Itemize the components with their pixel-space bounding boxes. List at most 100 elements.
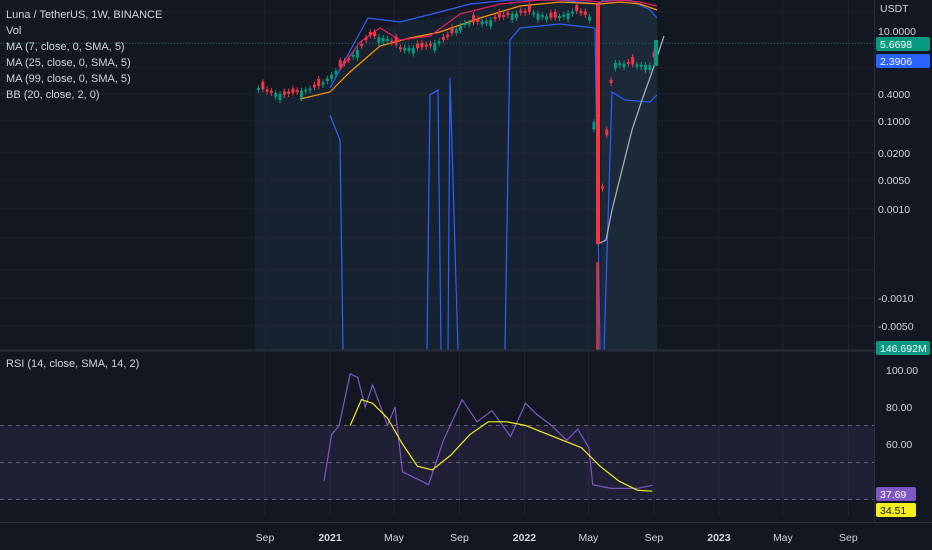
candle-body [510, 13, 514, 21]
candle-body [536, 13, 540, 20]
candle-body [523, 10, 527, 13]
candle-body [437, 41, 441, 44]
candle-body [618, 63, 622, 66]
y-tick-label: 0.0010 [878, 204, 910, 216]
price-label-box [876, 341, 930, 355]
candle-body [519, 10, 523, 13]
candle-body [527, 5, 531, 12]
rsi-y-tick-label: 80.00 [886, 402, 912, 414]
candle-body [553, 11, 557, 18]
candle-body [287, 91, 291, 94]
candle-body [592, 122, 596, 130]
rsi-value-label: 37.69 [880, 489, 906, 501]
candle-body [360, 43, 364, 46]
indicator-ma99[interactable]: MA (99, close, 0, SMA, 5) [6, 73, 131, 85]
candle-body [347, 58, 351, 61]
candle-body [613, 62, 617, 69]
candle-body [583, 11, 587, 15]
y-tick-label: 0.0200 [878, 148, 910, 160]
crash-volume [596, 262, 599, 350]
candle-body [549, 12, 553, 18]
candle-body [338, 60, 342, 68]
candle-body [450, 26, 454, 34]
y-tick-label: 0.4000 [878, 89, 910, 101]
bb-lower [329, 23, 658, 351]
candle-body [269, 90, 273, 93]
candle-body [446, 34, 450, 37]
price-label-box [876, 54, 930, 68]
y-tick-label: 0.1000 [878, 116, 910, 128]
candle-body [291, 88, 295, 93]
rsi-y-tick-label: 60.00 [886, 439, 912, 451]
candle-body [566, 13, 570, 20]
candle-body [407, 47, 411, 51]
candle-body [484, 21, 488, 24]
candle-body [317, 78, 321, 87]
bollinger-bands [255, 0, 658, 351]
x-tick-label: Sep [450, 532, 469, 544]
x-tick-label: May [384, 532, 405, 544]
ma-7 [597, 35, 665, 245]
candle-body [403, 47, 407, 51]
indicator-ma25[interactable]: MA (25, close, 0, SMA, 5) [6, 57, 131, 69]
last-candle [654, 40, 658, 66]
candle-body [463, 22, 467, 25]
candle-body [562, 14, 566, 17]
candle-body [459, 25, 463, 31]
indicator-bb[interactable]: BB (20, close, 2, 0) [6, 89, 100, 101]
candle-body [394, 36, 398, 45]
candle-body [343, 60, 347, 64]
candle-body [476, 18, 480, 22]
candle-body [639, 64, 643, 67]
candle-body [377, 37, 381, 44]
indicator-ma7[interactable]: MA (7, close, 0, SMA, 5) [6, 41, 125, 53]
candle-body [605, 129, 609, 136]
indicator-vol[interactable]: Vol [6, 25, 22, 37]
rsi-value-box [876, 503, 916, 517]
price-label-box [876, 37, 930, 51]
candle-body [334, 71, 338, 75]
candle-body [601, 186, 605, 189]
candle-body [373, 31, 377, 37]
candle-body [631, 56, 635, 65]
ma-99 [339, 0, 658, 71]
rsi-line [323, 372, 653, 489]
x-tick-label: Sep [839, 532, 858, 544]
currency-label: USDT [880, 3, 909, 15]
candle-body [622, 63, 626, 68]
candle-body [648, 65, 652, 70]
candle-body [390, 40, 394, 43]
candle-body [467, 22, 471, 25]
x-tick-label: May [773, 532, 794, 544]
candle-body [265, 89, 269, 92]
candle-body [411, 48, 415, 54]
y-tick-label: -0.0050 [878, 321, 914, 333]
candle-body [300, 90, 304, 99]
candle-body [635, 64, 639, 67]
crash-candle [596, 4, 600, 244]
candle-body [588, 16, 592, 21]
bb-fill-right [600, 2, 657, 350]
chart-title[interactable]: Luna / TetherUS, 1W, BINANCE [6, 9, 163, 21]
y-tick-label: 10.0000 [878, 26, 916, 38]
x-tick-label: May [578, 532, 599, 544]
candle-body [368, 31, 372, 36]
main-legend: Luna / TetherUS, 1W, BINANCE Vol MA (7, … [6, 7, 162, 103]
x-tick-label: 2021 [318, 532, 342, 544]
candlestick-series [257, 2, 658, 350]
rsi-legend[interactable]: RSI (14, close, SMA, 14, 2) [6, 358, 140, 370]
candle-body [540, 15, 544, 18]
candle-body [386, 38, 390, 41]
rsi-value-label: 34.51 [880, 505, 906, 517]
price-label: 5.6698 [880, 39, 912, 51]
candle-body [355, 49, 359, 58]
moving-averages [299, 0, 665, 245]
candle-body [274, 92, 278, 97]
candle-body [312, 84, 316, 88]
candle-body [480, 21, 484, 25]
bb-upper [329, 0, 658, 89]
candle-body [398, 47, 402, 50]
x-tick-label: Sep [645, 532, 664, 544]
